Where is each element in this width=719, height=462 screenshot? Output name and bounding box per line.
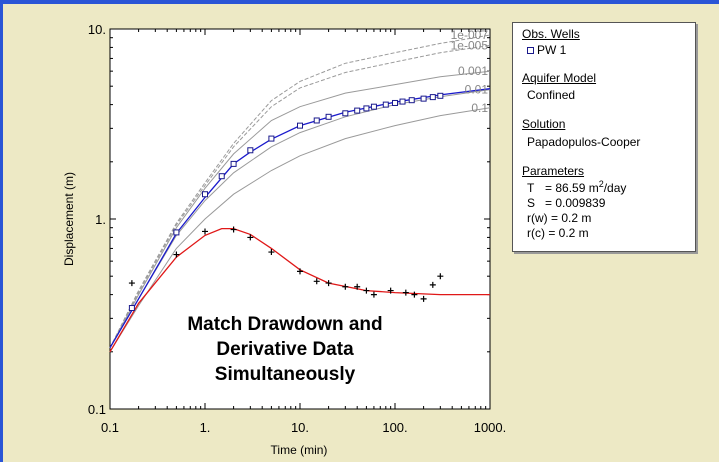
drawdown-point <box>230 160 237 167</box>
derivative-point <box>342 283 349 290</box>
derivative-point <box>387 287 394 294</box>
drawdown-point <box>408 97 415 104</box>
data-points <box>128 92 444 312</box>
param-rw: r(w) = 0.2 m <box>527 211 592 225</box>
drawdown-point <box>399 98 406 105</box>
type-curve-label: 1e-007 <box>451 28 489 42</box>
x-tick-label: 10. <box>291 420 309 435</box>
annotation-line-3: Simultaneously <box>214 364 356 385</box>
drawdown-point <box>382 101 389 108</box>
drawdown-point <box>325 113 332 120</box>
drawdown-point <box>363 105 370 112</box>
param-rc: r(c) = 0.2 m <box>527 226 589 240</box>
type-curve-label: 0.1 <box>471 101 488 115</box>
drawdown-point <box>173 229 180 236</box>
annotation-line-1: Match Drawdown and <box>187 314 383 335</box>
type-curve <box>109 44 491 349</box>
legend-panel: Obs. Wells PW 1 Aquifer Model Confined S… <box>512 22 696 252</box>
x-axis-label: Time (min) <box>271 443 328 457</box>
y-tick-label: 1. <box>95 212 106 227</box>
y-axis-label: Displacement (m) <box>62 172 76 266</box>
plot-area <box>109 28 491 410</box>
drawdown-point <box>370 103 377 110</box>
type-curve <box>109 34 491 349</box>
x-tick-label: 1. <box>200 420 211 435</box>
type-curve-label: 0.01 <box>465 83 489 97</box>
drawdown-point <box>202 191 208 198</box>
drawdown-point <box>392 99 398 106</box>
window-left-border <box>0 0 3 462</box>
type-curve-label: 0.001 <box>458 64 488 78</box>
drawdown-point <box>437 92 444 99</box>
drawdown-point <box>218 173 225 180</box>
derivative-point <box>437 273 444 280</box>
annotation-line-2: Derivative Data <box>216 339 354 360</box>
derivative-point <box>173 251 180 258</box>
parameters-header: Parameters <box>522 164 585 178</box>
y-tick-label: 10. <box>88 22 106 37</box>
derivative-point <box>297 268 303 275</box>
derivative-point <box>420 295 427 302</box>
solution-header: Solution <box>522 117 566 131</box>
param-t: T = 86.59 m2/day <box>527 179 626 195</box>
type-curve <box>109 107 491 353</box>
square-marker-icon <box>527 47 534 55</box>
axis-tick-labels: 0.1 1. 10. 100. 1000. 0.1 1. 10. <box>88 22 506 435</box>
drawdown-point <box>297 122 303 129</box>
derivative-point <box>268 249 275 256</box>
derivative-point <box>202 228 208 235</box>
derivative-point <box>429 281 436 288</box>
derivative-point <box>230 226 237 233</box>
param-t-unit: /day <box>603 181 627 195</box>
derivative-point <box>370 291 377 298</box>
obs-wells-header: Obs. Wells <box>522 27 580 41</box>
param-t-value: = 86.59 m <box>545 181 599 195</box>
param-s-label: S <box>527 196 536 210</box>
derivative-point <box>128 280 135 287</box>
type-curve-label: 1e-005 <box>451 38 489 52</box>
param-s-value: = 0.009839 <box>545 196 606 210</box>
x-tick-label: 1000. <box>474 420 507 435</box>
drawdown-point <box>342 110 349 117</box>
solution-value: Papadopulos-Cooper <box>527 135 641 149</box>
type-curves <box>109 34 491 353</box>
aquifer-model-value: Confined <box>527 88 576 102</box>
drawdown-point <box>354 107 361 114</box>
param-t-label: T <box>527 181 535 195</box>
window-top-border <box>0 0 719 4</box>
aquifer-model-header: Aquifer Model <box>522 71 597 85</box>
derivative-point <box>354 283 361 290</box>
param-t-sup: 2 <box>598 179 604 189</box>
derivative-point <box>247 234 254 241</box>
derivative-point <box>313 278 320 285</box>
derivative-point <box>402 289 409 296</box>
axis-ticks <box>109 29 490 410</box>
drawdown-point <box>420 95 427 102</box>
derivative-point <box>325 280 332 287</box>
drawdown-point <box>313 117 320 124</box>
derivative-point <box>363 287 370 294</box>
x-tick-label: 0.1 <box>101 420 119 435</box>
annotation-text: Match Drawdown and Derivative Data Simul… <box>170 312 400 387</box>
obs-well-label: PW 1 <box>537 43 567 57</box>
param-s: S = 0.009839 <box>527 196 605 210</box>
y-tick-label: 0.1 <box>88 402 106 417</box>
drawdown-point <box>268 135 275 142</box>
x-tick-label: 100. <box>382 420 407 435</box>
derivative-point <box>411 291 418 298</box>
drawdown-point <box>128 305 135 312</box>
type-curve <box>109 70 491 349</box>
obs-well-item: PW 1 <box>527 43 566 57</box>
drawdown-point <box>429 94 436 101</box>
drawdown-point <box>247 147 254 154</box>
